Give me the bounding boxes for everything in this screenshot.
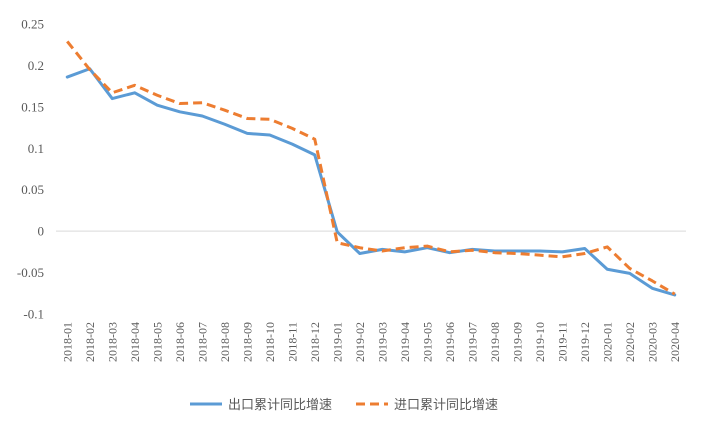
x-tick-label: 2020-02	[623, 322, 637, 362]
x-tick-label: 2020-03	[645, 322, 659, 362]
x-tick-label: 2018-12	[308, 322, 322, 362]
x-tick-label: 2019-12	[578, 322, 592, 362]
x-tick-label: 2018-03	[105, 322, 119, 362]
y-tick-label: 0.25	[21, 17, 44, 32]
x-tick-label: 2018-02	[83, 322, 97, 362]
x-tick-label: 2019-07	[465, 322, 479, 362]
y-tick-label: -0.1	[23, 307, 44, 322]
y-tick-label: -0.05	[17, 265, 44, 280]
x-tick-label: 2019-09	[510, 322, 524, 362]
series-line-export	[65, 67, 677, 297]
x-axis-tick-labels: 2018-01 2018-02 2018-03 2018-04 2018-05 2018-…	[60, 322, 682, 362]
x-tick-label: 2018-07	[195, 322, 209, 362]
x-tick-label: 2020-01	[600, 322, 614, 362]
x-tick-label: 2018-05	[150, 322, 164, 362]
x-tick-label: 2019-06	[443, 322, 457, 362]
legend: 出口累计同比增速 进口累计同比增速	[190, 398, 498, 413]
y-tick-label: 0.05	[21, 182, 44, 197]
x-tick-label: 2019-10	[533, 322, 547, 362]
series-line-import	[66, 40, 676, 296]
legend-label-import: 进口累计同比增速	[394, 398, 498, 413]
x-tick-label: 2018-11	[285, 322, 299, 362]
x-tick-label: 2019-03	[375, 322, 389, 362]
x-tick-label: 2019-04	[398, 322, 412, 362]
x-tick-label: 2019-01	[330, 322, 344, 362]
y-tick-label: 0	[38, 224, 45, 239]
x-tick-label: 2018-09	[240, 322, 254, 362]
x-tick-label: 2018-01	[60, 322, 74, 362]
x-tick-label: 2019-05	[420, 322, 434, 362]
y-tick-label: 0.15	[21, 99, 44, 114]
x-tick-label: 2020-04	[668, 322, 682, 362]
y-axis-tick-labels: 0.25 0.2 0.15 0.1 0.05 0 -0.05 -0.1	[17, 17, 44, 322]
series-lines	[65, 40, 677, 297]
x-tick-label: 2018-06	[173, 322, 187, 362]
x-tick-label: 2018-04	[128, 322, 142, 362]
y-tick-label: 0.1	[28, 141, 44, 156]
y-tick-label: 0.2	[28, 58, 44, 73]
x-tick-label: 2018-08	[218, 322, 232, 362]
x-tick-label: 2019-11	[555, 322, 569, 362]
legend-label-export: 出口累计同比增速	[228, 398, 332, 413]
x-tick-label: 2019-08	[488, 322, 502, 362]
x-tick-label: 2018-10	[263, 322, 277, 362]
x-tick-label: 2019-02	[353, 322, 367, 362]
